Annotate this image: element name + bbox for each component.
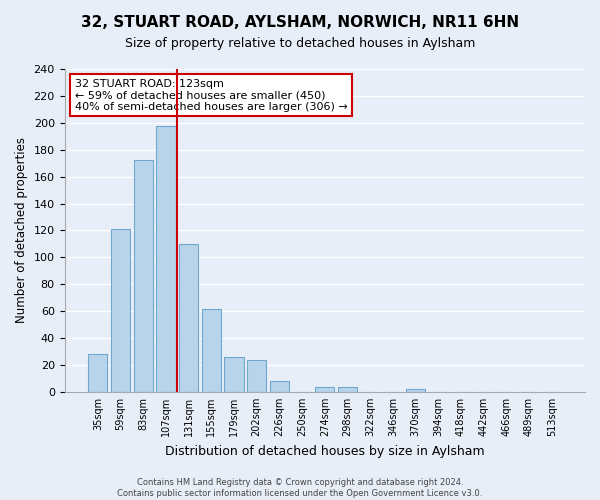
Text: 32 STUART ROAD: 123sqm
← 59% of detached houses are smaller (450)
40% of semi-de: 32 STUART ROAD: 123sqm ← 59% of detached… xyxy=(75,78,347,112)
Text: Size of property relative to detached houses in Aylsham: Size of property relative to detached ho… xyxy=(125,38,475,51)
Bar xyxy=(202,308,221,392)
Bar xyxy=(111,229,130,392)
Bar xyxy=(315,386,334,392)
Bar xyxy=(224,357,244,392)
Bar xyxy=(156,126,176,392)
Text: 32, STUART ROAD, AYLSHAM, NORWICH, NR11 6HN: 32, STUART ROAD, AYLSHAM, NORWICH, NR11 … xyxy=(81,15,519,30)
Bar xyxy=(134,160,153,392)
Text: Contains HM Land Registry data © Crown copyright and database right 2024.
Contai: Contains HM Land Registry data © Crown c… xyxy=(118,478,482,498)
Bar xyxy=(179,244,198,392)
Bar xyxy=(270,381,289,392)
Bar xyxy=(88,354,107,392)
Bar xyxy=(247,360,266,392)
Bar xyxy=(406,389,425,392)
X-axis label: Distribution of detached houses by size in Aylsham: Distribution of detached houses by size … xyxy=(165,444,485,458)
Y-axis label: Number of detached properties: Number of detached properties xyxy=(15,138,28,324)
Bar xyxy=(338,386,357,392)
